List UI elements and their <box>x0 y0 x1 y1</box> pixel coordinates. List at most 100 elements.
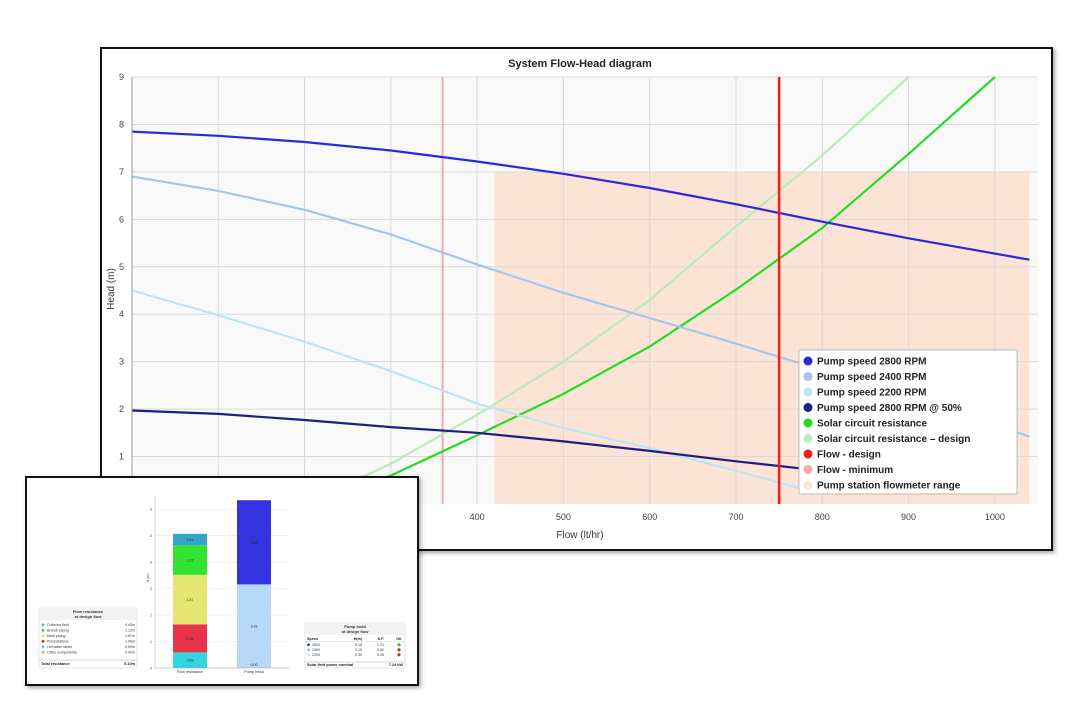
pump-table-header: OK <box>396 637 402 641</box>
flow-head-chart: System Flow-Head diagram 400 500 600 700 800… <box>106 58 1038 541</box>
x-tick-label: 500 <box>556 512 571 522</box>
legend-label: Pump speed 2800 RPM @ 50% <box>817 403 962 414</box>
x-tick-label: 800 <box>815 512 830 522</box>
x-tick-label: 600 <box>642 512 657 522</box>
resistance-row-value: 1.06m <box>125 640 135 644</box>
legend-label: Pump speed 2800 RPM <box>817 357 926 368</box>
legend-label: Flow - minimum <box>817 465 893 476</box>
legend-marker <box>803 356 813 366</box>
stacked-bar-chart: 0 1 2 3 4 5 6 0.59 1.06 1.87 1.12 0.43 3.16 3.18 0.00… <box>38 496 406 674</box>
stacked-segment <box>237 584 271 668</box>
inset-y-tick: 5 <box>150 534 152 538</box>
y-tick-label: 2 <box>119 404 124 414</box>
pump-row-dot <box>307 653 310 657</box>
resistance-table-title: Flow resistance <box>73 609 104 614</box>
resistance-row-label: Main piping <box>47 634 65 638</box>
pump-2800-curve <box>131 130 1030 261</box>
y-tick-label: 7 <box>119 167 124 177</box>
pump-table-header: S.F. <box>378 637 384 641</box>
legend-marker <box>803 465 813 474</box>
segment-label: 3.18 <box>251 541 258 545</box>
legend-label: Pump speed 2400 RPM <box>817 372 926 383</box>
legend-marker <box>803 403 813 412</box>
pump-table-title: Pump head <box>344 624 366 629</box>
legend-marker <box>803 480 813 490</box>
segment-label: 1.06 <box>187 637 194 641</box>
inset-y-tick: 6 <box>150 508 152 512</box>
x-tick-label: 900 <box>901 512 916 522</box>
resistance-row-value: 0.00m <box>125 651 135 655</box>
pump-row-sf: 0.62 <box>377 648 384 652</box>
x-tick-label: 1000 <box>985 512 1005 522</box>
pump-head-table: Pump head at design flow Speed H(m) S.F. OK… <box>304 622 406 669</box>
resistance-row-label: Branch piping <box>47 629 69 633</box>
pump-row-head: 3.16 <box>355 648 362 652</box>
resistance-row-value: 1.12m <box>125 629 135 633</box>
y-tick-label: 1 <box>119 452 124 462</box>
pump-row-head: 6.18 <box>355 643 362 647</box>
pump-row-speed: 2800 <box>312 643 320 647</box>
legend-label: Flow - design <box>817 450 881 461</box>
resistance-row-dot <box>41 645 45 649</box>
resistance-inset-panel: 0 1 2 3 4 5 6 0.59 1.06 1.87 1.12 0.43 3.16 3.18 0.00… <box>25 476 419 686</box>
resistance-row-value: 1.87m <box>125 634 135 638</box>
legend-marker <box>803 434 813 443</box>
legend-marker <box>803 372 813 381</box>
y-tick-label: 6 <box>119 214 124 224</box>
resistance-row-label: Hot water tanks <box>47 645 72 649</box>
pump-2200-curve <box>131 289 823 496</box>
pump-row-speed: 2400 <box>312 648 320 652</box>
solar-power-label: Solar field power nominal <box>307 663 353 667</box>
pump-row-dot <box>307 648 310 652</box>
pump-row-speed: 2200 <box>312 653 320 657</box>
stacked-segment <box>173 545 207 575</box>
stacked-segment <box>173 574 207 625</box>
y-tick-label: 4 <box>119 309 124 319</box>
inset-y-tick: 0 <box>150 667 152 671</box>
legend-label: Pump station flowmeter range <box>817 481 961 492</box>
resistance-row-label: Collector field <box>47 623 69 627</box>
resistance-row-value: 0.59m <box>125 645 135 649</box>
legend-marker <box>803 449 813 459</box>
pump-row-ok-indicator <box>397 643 401 647</box>
pump-row-sf: 0.06 <box>377 653 384 657</box>
y-tick-label: 5 <box>119 262 124 272</box>
pump-row-ok-indicator <box>397 653 401 657</box>
legend-marker <box>803 387 813 397</box>
pump-row-dot <box>307 643 310 647</box>
pump-row-sf: 1.21 <box>377 643 384 647</box>
solar-resistance-curve <box>304 76 996 506</box>
resistance-row-dot <box>41 639 45 643</box>
chart-legend: Pump speed 2800 RPM Pump speed 2400 RPM Pu… <box>798 349 1018 495</box>
y-tick-label: 8 <box>119 119 124 129</box>
total-resistance-value: 5.10m <box>124 662 135 666</box>
legend-marker <box>803 418 813 428</box>
segment-label: 0.59 <box>187 659 194 663</box>
resistance-row-value: 0.43m <box>125 623 135 627</box>
inset-category-label: Pump head <box>244 670 263 674</box>
y-tick-label: 9 <box>119 72 124 82</box>
legend-box <box>798 349 1018 495</box>
pump-table-header: H(m) <box>354 637 363 641</box>
segment-label: 0.00 <box>251 663 258 667</box>
segment-label: 1.12 <box>187 559 194 563</box>
legend-label: Solar circuit resistance – design <box>817 434 970 445</box>
segment-label: 1.87 <box>187 598 194 602</box>
stacked-segment <box>173 533 207 546</box>
inset-y-tick: 3 <box>150 587 152 591</box>
resistance-row-dot <box>41 623 45 627</box>
flow-resistance-table: Flow resistance at design flow Collector… <box>38 607 138 669</box>
segment-label: 3.16 <box>251 625 258 629</box>
flow-head-chart-panel: System Flow-Head diagram 400 500 600 700 800… <box>100 47 1053 551</box>
resistance-row-dot <box>41 634 45 638</box>
chart-title: System Flow-Head diagram <box>508 58 652 70</box>
stacked-segment <box>237 500 271 585</box>
x-axis-label: Flow (lt/hr) <box>556 530 603 541</box>
inset-y-tick: 2 <box>150 614 152 618</box>
resistance-row-dot <box>41 628 45 632</box>
resistance-table-subtitle: at design flow <box>75 614 103 619</box>
resistance-row-label: Pumpstations <box>47 640 69 644</box>
pump-row-head: 0.30 <box>355 653 362 657</box>
y-axis-label: Head (m) <box>106 268 117 310</box>
y-tick-label: 3 <box>119 357 124 367</box>
